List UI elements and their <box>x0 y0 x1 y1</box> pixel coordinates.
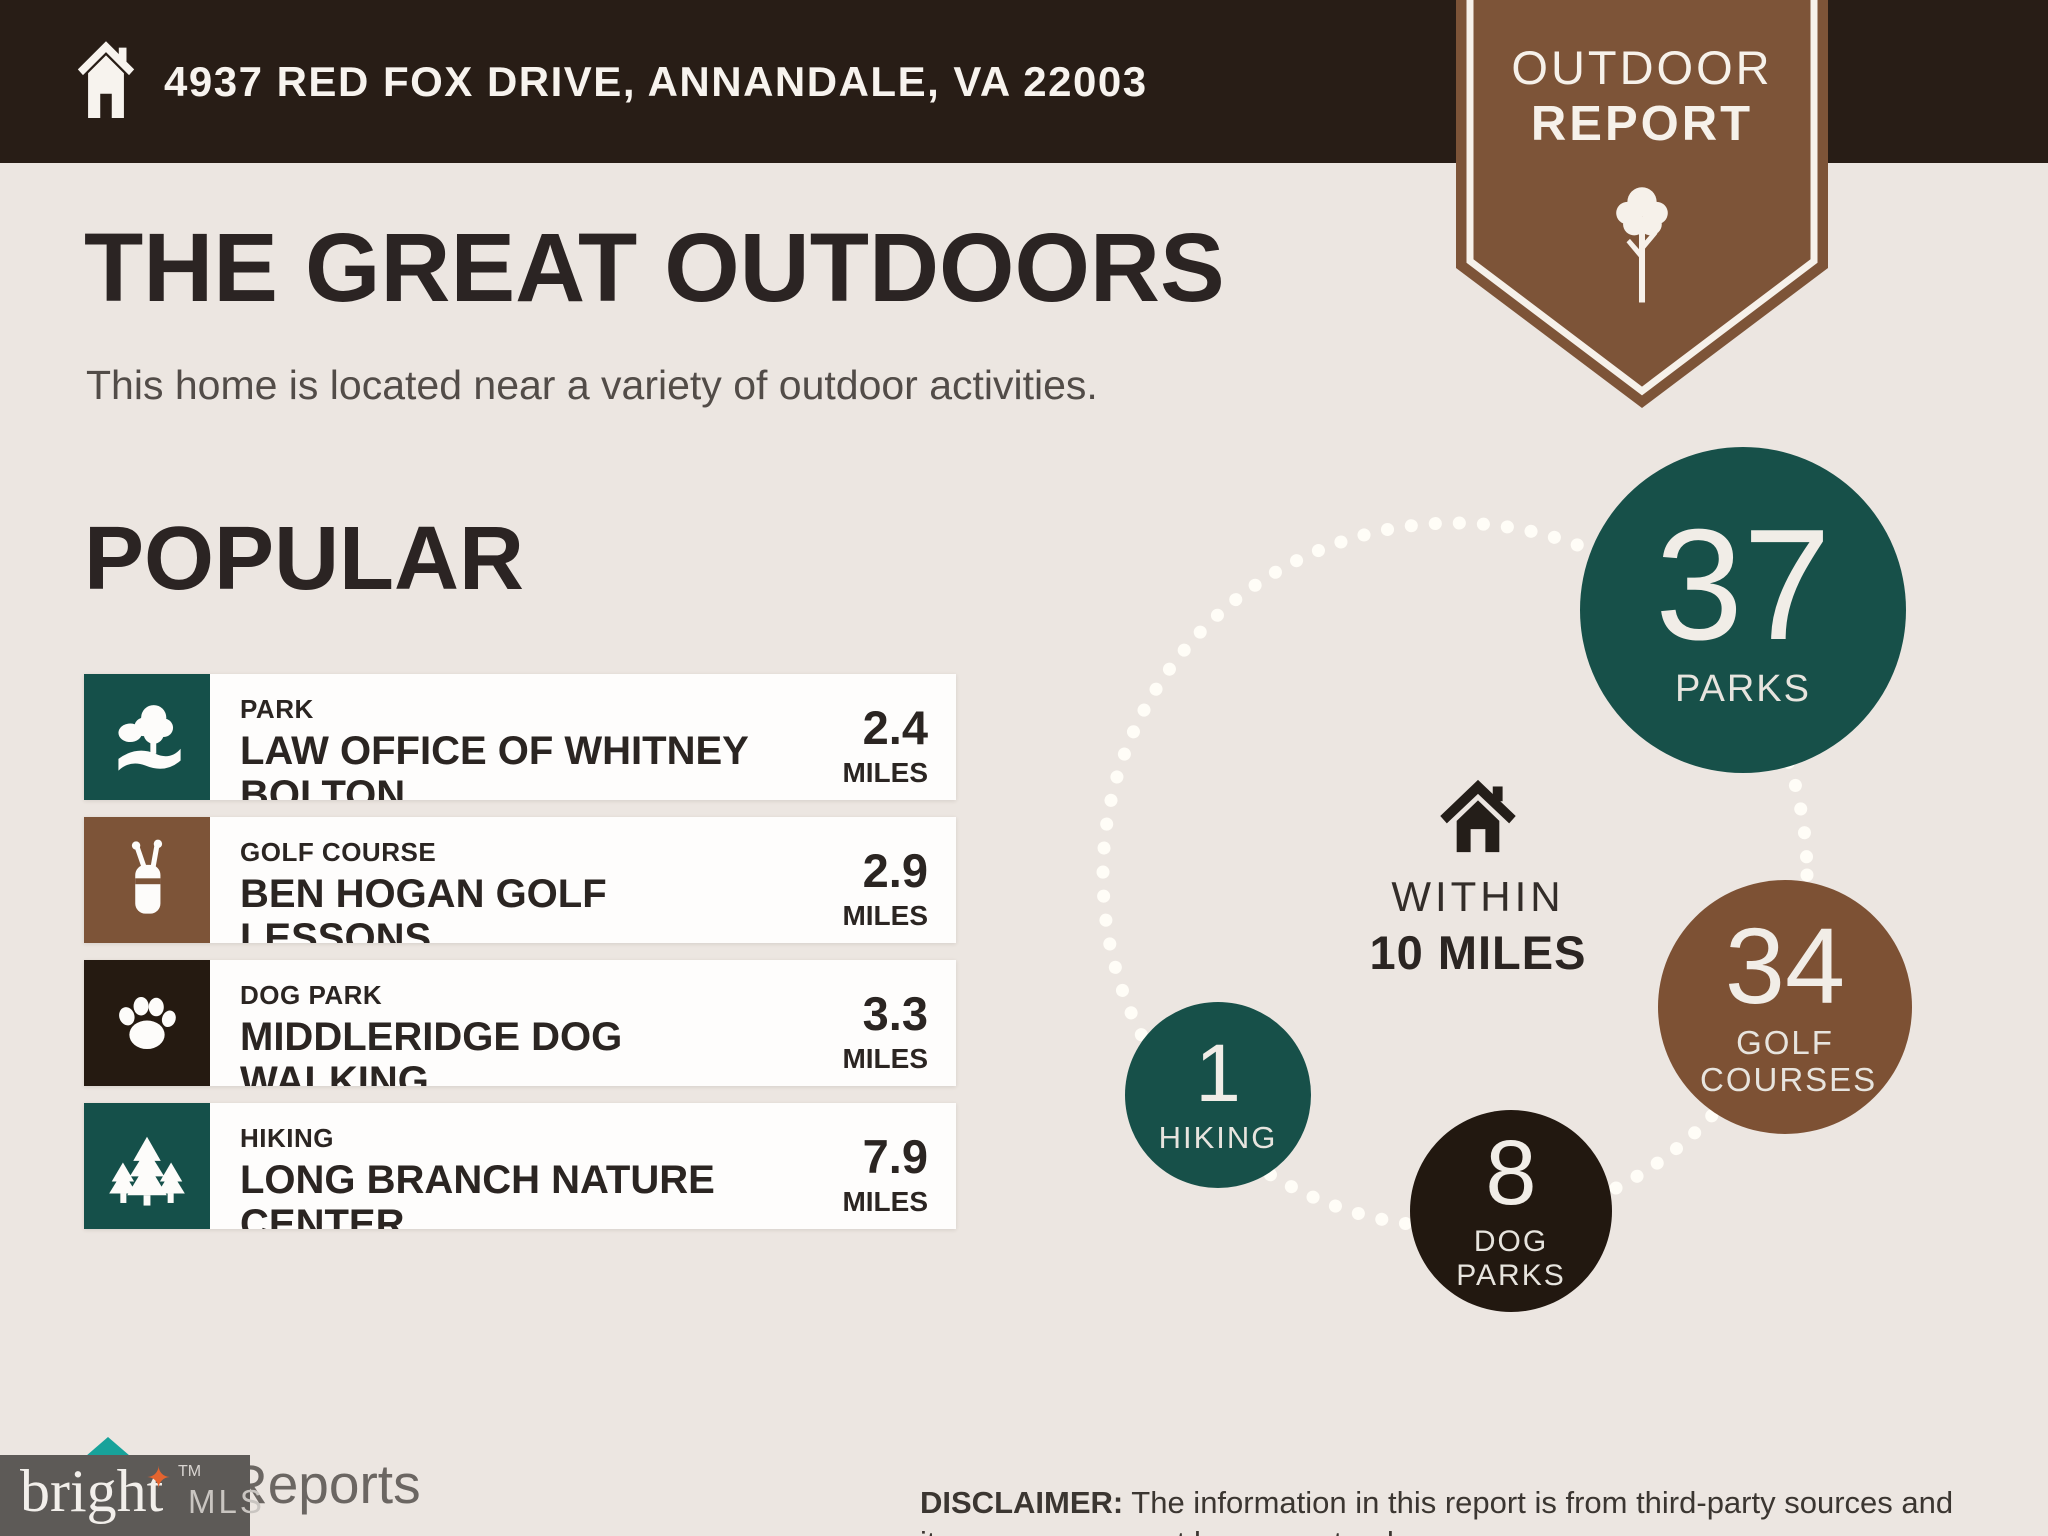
trademark-symbol: TM <box>178 1463 202 1480</box>
item-category: HIKING <box>240 1123 334 1153</box>
golf-courses-count: 34 <box>1724 904 1846 1026</box>
golf-bag-icon <box>84 817 210 943</box>
reports-watermark-text: Reports <box>228 1453 421 1515</box>
outdoor-report-badge: OUTDOOR REPORT <box>1456 0 1828 412</box>
item-name: BEN HOGAN GOLF LESSONS <box>240 872 607 943</box>
item-category: DOG PARK <box>240 980 383 1010</box>
item-distance: 7.9 <box>862 1130 928 1183</box>
bright-mls-logo: bright ✦ TM MLS <box>0 1455 262 1536</box>
stat-circle-parks: 37 PARKS <box>1580 447 1906 773</box>
stat-circle-dog-parks: 8 DOG PARKS <box>1410 1110 1612 1312</box>
item-category: PARK <box>240 694 314 724</box>
golf-courses-label: GOLF COURSES <box>1700 1024 1878 1099</box>
item-distance-unit: MILES <box>842 900 928 931</box>
disclaimer-text: The information in this report is from t… <box>920 1485 1954 1536</box>
radius-center: WITHIN 10 MILES <box>1328 778 1628 980</box>
star-icon: ✦ <box>146 1462 172 1495</box>
pine-trees-icon <box>84 1103 210 1229</box>
item-distance: 3.3 <box>862 987 928 1040</box>
page-title: THE GREAT OUTDOORS <box>84 213 1225 322</box>
home-icon <box>1437 779 1519 858</box>
popular-list: PARK LAW OFFICE OF WHITNEY BOLTON 2.4 MI… <box>84 674 956 1229</box>
list-item-park: PARK LAW OFFICE OF WHITNEY BOLTON 2.4 MI… <box>84 674 956 800</box>
within-label: WITHIN <box>1391 873 1565 920</box>
house-roof-icon <box>86 1437 130 1456</box>
dog-parks-count: 8 <box>1485 1121 1537 1224</box>
list-item-dog-park: DOG PARK MIDDLERIDGE DOG WALKING 3.3 MIL… <box>84 960 956 1086</box>
list-item-hiking: HIKING LONG BRANCH NATURE CENTER 7.9 MIL… <box>84 1103 956 1229</box>
disclaimer: DISCLAIMER: The information in this repo… <box>920 1483 1980 1536</box>
list-item-golf: GOLF COURSE BEN HOGAN GOLF LESSONS 2.9 M… <box>84 817 956 943</box>
park-tree-icon <box>84 674 210 800</box>
item-distance: 2.9 <box>862 844 928 897</box>
radius-label: 10 MILES <box>1369 926 1587 979</box>
parks-label: PARKS <box>1674 667 1811 710</box>
item-name: LONG BRANCH NATURE CENTER <box>240 1158 715 1229</box>
paw-icon <box>84 960 210 1086</box>
item-distance: 2.4 <box>862 701 928 754</box>
popular-heading: POPULAR <box>84 509 525 609</box>
property-address: 4937 RED FOX DRIVE, ANNANDALE, VA 22003 <box>164 57 1148 105</box>
badge-title-line2: REPORT <box>1530 97 1754 151</box>
hiking-label: HIKING <box>1158 1119 1278 1155</box>
mls-wordmark: MLS <box>188 1483 265 1520</box>
bright-wordmark: bright <box>20 1458 164 1524</box>
item-distance-unit: MILES <box>842 1043 928 1074</box>
hiking-count: 1 <box>1195 1027 1241 1119</box>
item-category: GOLF COURSE <box>240 837 437 867</box>
item-name: LAW OFFICE OF WHITNEY BOLTON <box>240 729 749 800</box>
page-subtitle: This home is located near a variety of o… <box>86 362 1098 408</box>
item-distance-unit: MILES <box>842 757 928 788</box>
item-name: MIDDLERIDGE DOG WALKING <box>240 1015 623 1086</box>
badge-title-line1: OUTDOOR <box>1511 41 1773 94</box>
parks-count: 37 <box>1655 496 1831 673</box>
home-icon <box>74 35 138 128</box>
dog-parks-label: DOG PARKS <box>1456 1225 1566 1292</box>
stat-circle-hiking: 1 HIKING <box>1125 1002 1311 1188</box>
tree-icon <box>1599 178 1685 315</box>
stat-circle-golf-courses: 34 GOLF COURSES <box>1658 880 1912 1134</box>
item-distance-unit: MILES <box>842 1186 928 1217</box>
disclaimer-label: DISCLAIMER: <box>920 1485 1124 1520</box>
